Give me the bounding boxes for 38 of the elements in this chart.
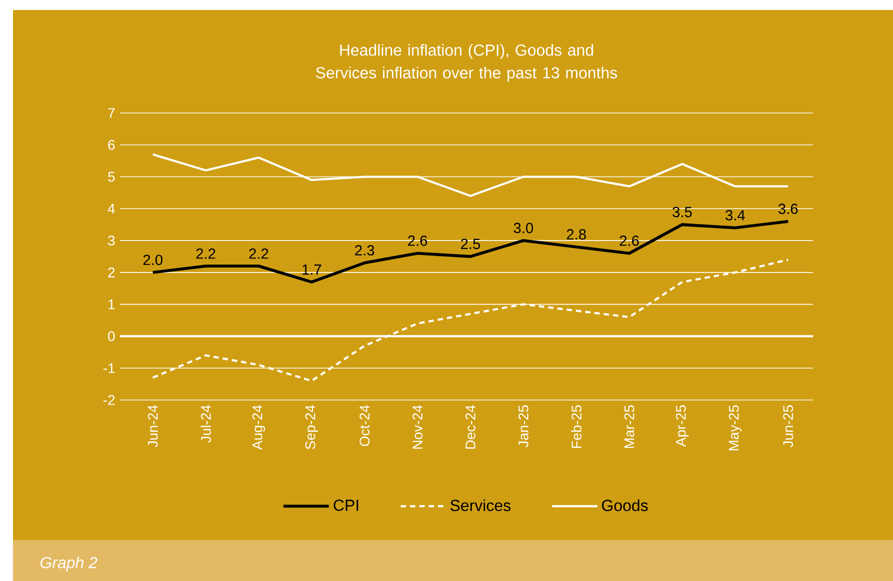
data-label: 3.4 xyxy=(726,210,745,220)
x-tick-label: Oct-24 xyxy=(360,405,370,446)
y-tick-label: 0 xyxy=(108,331,115,342)
x-tick-label: Aug-24 xyxy=(252,405,266,450)
x-tick-label: Mar-25 xyxy=(624,405,634,448)
y-tick-label: 7 xyxy=(108,108,115,118)
data-label: 2.0 xyxy=(143,254,162,266)
legend-label: Goods xyxy=(602,499,648,512)
x-tick-label: Feb-25 xyxy=(571,405,582,448)
x-tick-label: Jan-25 xyxy=(518,405,528,448)
y-tick-label: 1 xyxy=(108,300,115,310)
y-tick-label: 4 xyxy=(108,204,115,214)
y-tick-label: 2 xyxy=(108,268,115,278)
line-series xyxy=(152,153,790,197)
data-label: 2.2 xyxy=(249,248,268,259)
y-tick-label: -1 xyxy=(103,363,115,373)
y-tick-label: -2 xyxy=(103,395,115,405)
x-tick-label: Apr-25 xyxy=(676,405,689,447)
data-label: 3.5 xyxy=(672,206,692,218)
data-label: 3.0 xyxy=(514,222,534,234)
x-tick-label: Dec-24 xyxy=(466,405,476,449)
y-tick-label: 5 xyxy=(108,172,115,182)
legend-label: Services xyxy=(450,499,510,512)
chart-title: Headline inflation (CPI), Goods and Services inflation over the past 13 months xyxy=(316,44,618,82)
x-tick-label: Sep-24 xyxy=(305,405,318,450)
data-label: 2.5 xyxy=(461,238,480,250)
x-tick-label: Nov-24 xyxy=(412,405,422,449)
data-label: 2.3 xyxy=(355,245,374,256)
x-tick-label: May-25 xyxy=(728,405,742,450)
y-tick-label: 6 xyxy=(108,140,115,150)
x-tick-label: Jun-25 xyxy=(783,405,794,448)
y-tick-label: 3 xyxy=(108,236,115,246)
x-tick-label: Jul-24 xyxy=(200,405,211,443)
caption: Graph 2 xyxy=(40,556,98,572)
legend-label: CPI xyxy=(334,500,358,511)
x-tick-label: Jun-24 xyxy=(148,405,158,448)
data-label: 2.8 xyxy=(566,229,586,240)
data-label: 2.2 xyxy=(196,248,216,259)
